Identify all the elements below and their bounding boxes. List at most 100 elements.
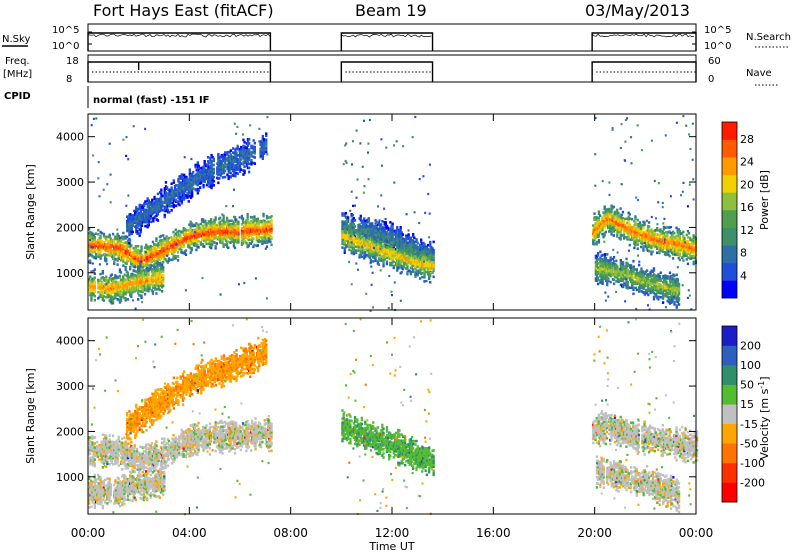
echo-cell xyxy=(156,192,160,196)
echo-cell xyxy=(191,184,194,188)
echo-cell xyxy=(134,261,137,264)
echo-cell xyxy=(654,245,658,248)
echo-cell xyxy=(360,235,363,238)
echo-cell xyxy=(256,223,259,227)
echo-cell xyxy=(383,239,386,243)
echo-cell xyxy=(248,233,251,237)
echo-cell xyxy=(594,224,597,227)
echo-cell xyxy=(129,221,132,224)
echo-cell xyxy=(166,238,169,242)
echo-cell xyxy=(366,249,369,252)
echo-cell xyxy=(102,291,106,294)
echo-cell xyxy=(222,214,225,218)
echo-cell xyxy=(138,203,141,207)
echo-cell xyxy=(210,160,213,163)
echo-cell xyxy=(176,234,180,238)
echo-cell xyxy=(146,209,149,213)
echo-cell xyxy=(177,179,180,183)
echo-cell xyxy=(344,239,348,243)
echo-cell xyxy=(262,148,266,151)
echo-cell xyxy=(93,280,96,284)
echo-cell xyxy=(610,229,613,232)
echo-cell xyxy=(648,221,651,224)
echo-cell xyxy=(375,224,378,228)
echo-cell xyxy=(188,239,191,243)
echo-cell xyxy=(348,226,351,229)
echo-cell xyxy=(210,186,213,190)
echo-cell xyxy=(616,233,619,236)
echo-cell xyxy=(137,261,140,264)
echo-cell xyxy=(153,243,156,246)
echo-cell xyxy=(197,235,200,239)
echo-cell xyxy=(195,174,198,178)
echo-cell xyxy=(97,251,100,254)
echo-cell xyxy=(414,246,417,250)
echo-cell xyxy=(129,213,132,216)
echo-cell xyxy=(237,222,240,226)
echo-cell xyxy=(233,234,237,237)
echo-cell xyxy=(341,224,344,227)
echo-cell xyxy=(235,147,238,150)
echo-cell xyxy=(137,259,140,262)
echo-cell xyxy=(137,257,140,260)
echo-cell xyxy=(190,222,193,225)
echo-cell xyxy=(111,297,115,301)
echo-cell xyxy=(384,223,387,226)
echo-cell xyxy=(147,289,150,293)
echo-cell xyxy=(404,259,407,262)
echo-cell xyxy=(222,220,225,224)
echo-cell xyxy=(343,233,346,236)
echo-cell xyxy=(347,216,350,219)
echo-cell xyxy=(630,217,634,221)
echo-cell xyxy=(257,236,261,239)
echo-cell xyxy=(154,275,157,279)
echo-cell xyxy=(147,269,150,272)
echo-cell xyxy=(197,225,200,229)
echo-cell xyxy=(364,238,367,242)
echo-cell xyxy=(350,251,353,255)
echo-cell xyxy=(183,198,186,201)
echo-cell xyxy=(603,205,606,209)
echo-cell xyxy=(153,263,156,267)
echo-cell xyxy=(180,173,183,176)
echo-cell xyxy=(138,234,141,237)
echo-cell xyxy=(189,226,192,230)
echo-cell xyxy=(391,230,394,234)
echo-cell xyxy=(165,241,168,244)
echo-cell xyxy=(205,234,208,237)
echo-cell xyxy=(246,166,250,170)
echo-cell xyxy=(183,192,186,195)
echo-cell xyxy=(155,218,158,221)
echo-cell xyxy=(352,250,355,254)
echo-cell xyxy=(406,256,409,259)
echo-cell xyxy=(146,217,149,221)
echo-cell xyxy=(691,248,694,252)
echo-cell xyxy=(199,243,202,246)
echo-cell xyxy=(91,232,94,236)
echo-cell xyxy=(202,165,205,169)
echo-cell xyxy=(156,213,160,216)
echo-cell xyxy=(243,169,246,173)
echo-cell xyxy=(226,167,229,170)
echo-cell xyxy=(186,194,189,197)
echo-cell xyxy=(343,243,346,246)
echo-cell xyxy=(426,272,430,276)
echo-cell xyxy=(341,212,344,215)
echo-cell xyxy=(109,237,112,241)
echo-cell xyxy=(222,225,225,228)
echo-cell xyxy=(372,241,375,245)
echo-cell xyxy=(685,252,688,255)
echo-cell xyxy=(201,166,204,170)
echo-cell xyxy=(412,241,415,244)
echo-cell xyxy=(178,191,181,195)
echo-cell xyxy=(117,249,120,252)
echo-cell xyxy=(612,222,615,225)
echo-cell xyxy=(357,243,360,246)
echo-cell xyxy=(91,285,94,289)
echo-cell xyxy=(123,279,126,283)
echo-cell xyxy=(685,241,688,245)
echo-cell xyxy=(182,229,185,232)
echo-cell xyxy=(161,202,164,206)
echo-cell xyxy=(599,214,602,217)
echo-cell xyxy=(603,213,606,217)
